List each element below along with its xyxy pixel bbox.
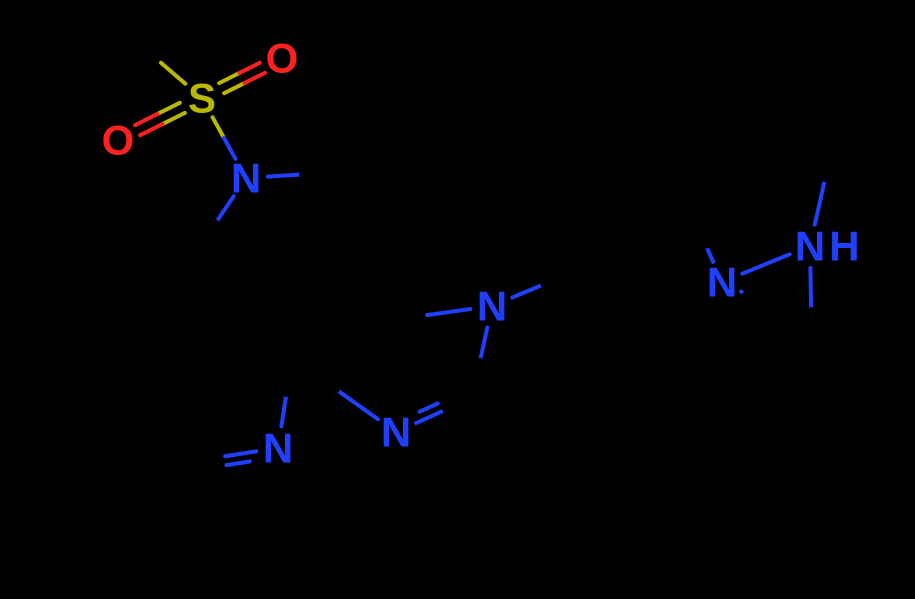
o-atom-label: O [102,117,135,164]
n-atom-label: N [263,425,293,472]
s-atom-label: S [188,75,216,122]
n-atom-label: N [381,409,411,456]
n-atom-label: N [795,223,825,270]
h-atom-label: H [829,223,859,270]
o-atom-label: O [266,35,299,82]
n-atom-label: N [707,259,737,306]
n-atom-label: N [477,283,507,330]
molecule-diagram: SOONNNNNNH [0,0,915,599]
n-atom-label: N [231,155,261,202]
